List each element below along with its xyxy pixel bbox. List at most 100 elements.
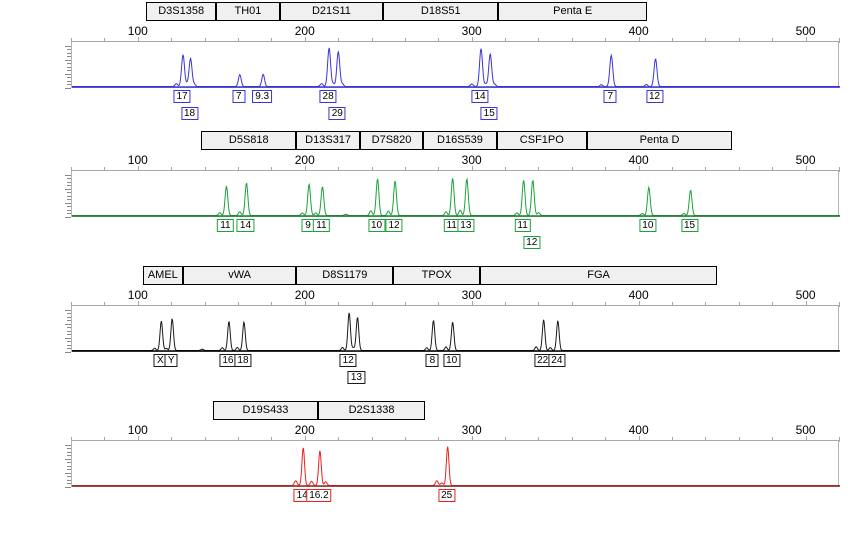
x-axis-tick xyxy=(338,302,340,307)
allele-call-box[interactable]: 12 xyxy=(339,354,357,367)
x-axis-tick xyxy=(538,38,540,43)
allele-call-box[interactable]: 11 xyxy=(514,219,531,232)
allele-call-box[interactable]: 11 xyxy=(217,219,234,232)
allele-call-box[interactable]: 13 xyxy=(457,219,475,232)
allele-call-box[interactable]: 25 xyxy=(438,489,456,502)
x-axis-tick xyxy=(705,437,707,442)
marker-label-csf1po[interactable]: CSF1PO xyxy=(496,131,587,150)
x-tick-label-200: 200 xyxy=(294,423,315,437)
marker-label-vwa[interactable]: vWA xyxy=(182,266,297,285)
x-axis-tick xyxy=(839,38,840,43)
y-axis-minor-tick xyxy=(67,348,71,350)
y-axis-minor-tick xyxy=(67,178,71,180)
x-axis-tick xyxy=(538,167,540,172)
allele-call-box[interactable]: 17 xyxy=(173,90,191,103)
allele-call-box[interactable]: 14 xyxy=(471,90,489,103)
y-axis-tick xyxy=(65,309,71,311)
trace-plot-area[interactable] xyxy=(71,441,840,487)
marker-label-d8s1179[interactable]: D8S1179 xyxy=(296,266,394,285)
allele-call-box[interactable]: 12 xyxy=(385,219,403,232)
allele-call-box[interactable]: 7 xyxy=(232,90,246,103)
marker-label-d18s51[interactable]: D18S51 xyxy=(383,2,499,21)
x-tick-label-300: 300 xyxy=(461,423,482,437)
marker-label-d2s1338[interactable]: D2S1338 xyxy=(318,401,425,420)
allele-call-box[interactable]: 7 xyxy=(603,90,617,103)
y-axis-tick xyxy=(65,188,71,190)
marker-label-fga[interactable]: FGA xyxy=(480,266,718,285)
allele-call-box[interactable]: 11 xyxy=(443,219,460,232)
allele-call-box[interactable]: 14 xyxy=(236,219,255,232)
allele-call-box[interactable]: 18 xyxy=(180,107,199,120)
x-axis-tick xyxy=(137,436,139,442)
allele-call-box[interactable]: 15 xyxy=(480,107,498,120)
allele-call-box[interactable]: 8 xyxy=(425,354,439,367)
y-axis-tick xyxy=(65,323,71,325)
x-axis-tick xyxy=(137,37,139,43)
x-axis-tick xyxy=(371,167,373,172)
allele-call-box[interactable]: 12 xyxy=(645,90,664,103)
x-axis-tick xyxy=(338,437,340,442)
x-axis-tick xyxy=(404,302,406,307)
marker-label-d19s433[interactable]: D19S433 xyxy=(212,401,319,420)
marker-label-d7s820[interactable]: D7S820 xyxy=(359,131,424,150)
marker-label-d21s11[interactable]: D21S11 xyxy=(279,2,384,21)
y-axis-minor-tick xyxy=(67,66,71,68)
allele-call-box[interactable]: 10 xyxy=(367,219,386,232)
allele-call-box[interactable]: 18 xyxy=(234,354,252,367)
x-axis-tick xyxy=(505,302,507,307)
y-axis-minor-tick xyxy=(67,476,71,478)
y-axis-tick xyxy=(65,202,71,204)
x-axis-tick xyxy=(271,167,273,172)
x-axis-tick xyxy=(571,302,573,307)
marker-label-th01[interactable]: TH01 xyxy=(216,2,280,21)
x-axis-tick xyxy=(438,38,440,43)
allele-call-box[interactable]: 9.3 xyxy=(252,90,273,103)
y-axis-minor-tick xyxy=(67,455,71,457)
marker-label-d13s317[interactable]: D13S317 xyxy=(296,131,360,150)
x-axis-tick xyxy=(505,437,507,442)
marker-label-amel[interactable]: AMEL xyxy=(142,266,183,285)
trace-plot-area[interactable] xyxy=(71,306,840,352)
marker-label-tpox[interactable]: TPOX xyxy=(393,266,481,285)
y-axis-tick xyxy=(65,487,71,488)
x-axis-tick xyxy=(839,302,840,307)
marker-label-d16s539[interactable]: D16S539 xyxy=(423,131,497,150)
allele-call-box[interactable]: 28 xyxy=(319,90,337,103)
y-axis-minor-tick xyxy=(67,70,71,72)
x-tick-label-100: 100 xyxy=(127,423,148,437)
x-axis-tick xyxy=(71,38,72,43)
allele-call-box[interactable]: 12 xyxy=(523,236,541,249)
trace-curve xyxy=(72,47,840,88)
allele-call-box[interactable]: 15 xyxy=(681,219,699,232)
marker-label-penta-d[interactable]: Penta D xyxy=(586,131,733,150)
allele-call-box[interactable]: 29 xyxy=(328,107,346,120)
allele-call-box[interactable]: 10 xyxy=(639,219,657,232)
x-axis-tick xyxy=(471,37,473,43)
y-axis-minor-tick xyxy=(67,341,71,343)
trace-plot-area[interactable] xyxy=(71,171,840,217)
x-axis-tick xyxy=(71,167,72,172)
marker-label-d5s818[interactable]: D5S818 xyxy=(201,131,297,150)
x-axis-tick xyxy=(204,38,206,43)
x-axis-tick xyxy=(505,167,507,172)
x-axis-tick xyxy=(672,38,674,43)
allele-call-box[interactable]: 16.2 xyxy=(306,489,332,502)
marker-label-penta-e[interactable]: Penta E xyxy=(498,2,647,21)
allele-call-box[interactable]: 11 xyxy=(313,219,330,232)
x-axis-tick xyxy=(738,167,740,172)
allele-call-box[interactable]: 24 xyxy=(548,354,566,367)
x-axis-tick xyxy=(638,166,640,172)
trace-curve xyxy=(72,446,840,487)
allele-call-box[interactable]: Y xyxy=(164,354,178,367)
allele-call-box[interactable]: 10 xyxy=(443,354,461,367)
allele-call-box[interactable]: X xyxy=(153,354,167,367)
x-axis-tick xyxy=(772,302,774,307)
x-axis-tick xyxy=(605,38,607,43)
allele-call-box[interactable]: 13 xyxy=(347,371,366,384)
x-axis-tick xyxy=(605,167,607,172)
trace-plot-area[interactable] xyxy=(71,42,840,88)
x-axis-tick xyxy=(204,302,206,307)
marker-label-d3s1358[interactable]: D3S1358 xyxy=(146,2,217,21)
y-axis-minor-tick xyxy=(67,195,71,197)
